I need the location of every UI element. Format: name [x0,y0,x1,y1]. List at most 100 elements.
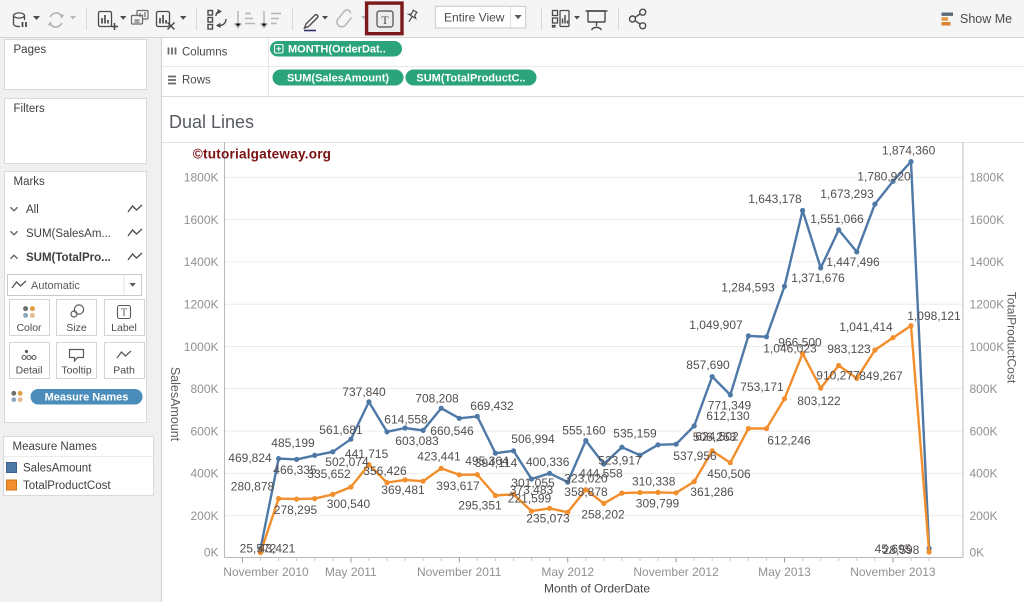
svg-text:28,598: 28,598 [883,543,920,557]
svg-text:857,690: 857,690 [686,358,730,372]
svg-text:November 2011: November 2011 [417,565,502,579]
svg-text:624,502: 624,502 [695,430,739,444]
svg-text:SalesAmount: SalesAmount [23,463,92,475]
svg-text:May 2011: May 2011 [325,565,377,579]
svg-text:221,599: 221,599 [508,492,552,506]
svg-text:1600K: 1600K [184,213,219,227]
svg-text:301,055: 301,055 [511,476,555,490]
svg-text:November 2013: November 2013 [850,565,936,579]
svg-text:25,572: 25,572 [240,542,277,556]
svg-text:Size: Size [66,322,87,334]
svg-text:358,878: 358,878 [564,485,608,499]
svg-text:603,083: 603,083 [395,434,439,448]
svg-text:612,130: 612,130 [706,409,750,423]
svg-text:1,041,414: 1,041,414 [839,320,893,334]
svg-text:T: T [381,13,389,27]
svg-text:966,500: 966,500 [778,336,822,350]
svg-text:SUM(SalesAmount): SUM(SalesAmount) [287,73,389,85]
svg-text:SUM(TotalProductC..: SUM(TotalProductC.. [416,73,525,85]
svg-text:1,371,676: 1,371,676 [791,271,845,285]
svg-text:400K: 400K [190,467,218,481]
svg-text:1400K: 1400K [184,255,219,269]
svg-text:SUM(SalesAm...: SUM(SalesAm... [26,228,111,240]
svg-text:771,349: 771,349 [708,399,752,413]
svg-text:394,114: 394,114 [475,456,518,470]
svg-text:1000K: 1000K [184,340,219,354]
svg-text:Columns: Columns [182,47,228,59]
svg-text:T: T [121,308,127,319]
svg-text:1200K: 1200K [184,298,219,312]
svg-text:803,122: 803,122 [797,394,841,408]
svg-text:753,171: 753,171 [740,380,784,394]
svg-text:849,267: 849,267 [859,369,903,383]
svg-text:Automatic: Automatic [31,280,80,292]
svg-text:45,695: 45,695 [875,542,912,556]
svg-text:1,780,920: 1,780,920 [857,170,911,184]
svg-text:0K: 0K [970,545,985,559]
svg-text:708,208: 708,208 [415,392,459,406]
svg-text:450,506: 450,506 [707,467,751,481]
svg-text:November 2012: November 2012 [633,565,719,579]
svg-text:335,652: 335,652 [307,467,351,481]
svg-text:Path: Path [113,365,135,377]
svg-text:910,277: 910,277 [816,369,860,383]
svg-text:502,074: 502,074 [325,455,369,469]
svg-text:555,160: 555,160 [562,424,606,438]
svg-text:300,540: 300,540 [327,497,371,511]
svg-text:43,421: 43,421 [259,542,296,556]
svg-text:©tutorialgateway.org: ©tutorialgateway.org [193,147,331,162]
svg-text:373,483: 373,483 [510,483,554,497]
svg-text:614,558: 614,558 [384,413,428,427]
svg-text:1800K: 1800K [970,171,1005,185]
svg-text:1400K: 1400K [970,255,1005,269]
svg-text:1,284,593: 1,284,593 [721,281,775,295]
svg-text:MONTH(OrderDat..: MONTH(OrderDat.. [288,44,386,56]
svg-text:1,098,121: 1,098,121 [907,309,961,323]
svg-text:983,123: 983,123 [827,342,871,356]
svg-text:1200K: 1200K [970,298,1005,312]
svg-text:1,643,178: 1,643,178 [748,192,802,206]
svg-text:May 2013: May 2013 [758,565,811,579]
svg-text:600K: 600K [970,424,998,438]
svg-text:Rows: Rows [182,75,211,87]
svg-text:1,046,023: 1,046,023 [763,342,817,356]
svg-text:1,673,293: 1,673,293 [820,187,874,201]
svg-text:495,364: 495,364 [465,454,509,468]
svg-text:All: All [26,204,39,216]
svg-text:309,799: 309,799 [636,497,680,511]
svg-text:200K: 200K [190,509,218,523]
svg-text:800K: 800K [190,382,218,396]
svg-text:669,432: 669,432 [470,399,514,413]
svg-text:1000K: 1000K [970,340,1005,354]
svg-text:0K: 0K [204,545,219,559]
svg-text:506,263: 506,263 [693,430,737,444]
svg-text:369,481: 369,481 [381,483,425,497]
svg-text:660,546: 660,546 [430,424,474,438]
svg-text:Measure Names: Measure Names [45,392,129,404]
svg-text:November 2010: November 2010 [223,565,309,579]
svg-text:469,824: 469,824 [228,451,272,465]
svg-text:1,551,066: 1,551,066 [810,212,864,226]
svg-text:1,049,907: 1,049,907 [689,318,743,332]
svg-text:SalesAmount: SalesAmount [168,367,182,442]
svg-text:600K: 600K [190,424,218,438]
svg-text:SUM(TotalPro...: SUM(TotalPro... [26,252,111,264]
svg-text:356,426: 356,426 [363,464,407,478]
svg-text:1,447,496: 1,447,496 [826,255,880,269]
svg-text:441,715: 441,715 [345,447,389,461]
svg-text:466,335: 466,335 [273,463,317,477]
svg-text:278,295: 278,295 [274,503,318,517]
svg-text:Label: Label [111,322,137,334]
svg-text:737,840: 737,840 [342,385,386,399]
svg-text:393,617: 393,617 [436,479,480,493]
svg-text:Color: Color [16,322,42,334]
svg-text:May 2012: May 2012 [541,565,594,579]
svg-text:612,246: 612,246 [767,434,811,448]
svg-text:TotalProductCost: TotalProductCost [23,480,111,492]
svg-text:Detail: Detail [16,365,43,377]
svg-text:TotalProductCost: TotalProductCost [1005,292,1019,384]
svg-text:Entire View: Entire View [444,11,505,25]
svg-text:200K: 200K [970,509,998,523]
svg-text:561,681: 561,681 [319,423,363,437]
svg-text:310,338: 310,338 [632,475,676,489]
